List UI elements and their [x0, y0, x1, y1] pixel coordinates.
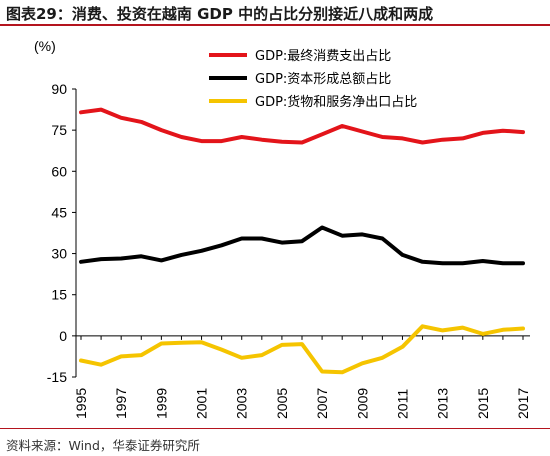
legend-label: GDP:资本形成总额占比 [255, 72, 391, 87]
x-tick-label: 2013 [435, 388, 451, 419]
x-tick-label: 1999 [153, 388, 169, 419]
y-tick-label: 15 [51, 287, 67, 303]
y-tick-label: 60 [51, 163, 67, 179]
x-tick-label: 1997 [113, 388, 129, 419]
y-tick-label: 0 [59, 328, 67, 344]
series-line [79, 324, 525, 375]
series-line [79, 225, 525, 266]
source-note: 资料来源：Wind，华泰证券研究所 [6, 438, 200, 453]
x-tick-label: 2011 [394, 389, 410, 419]
x-tick-label: 2005 [274, 388, 290, 419]
x-tick-label: 1995 [73, 388, 89, 419]
legend-label: GDP:最终消费支出占比 [255, 48, 391, 64]
legend-label: GDP:货物和服务净出口占比 [255, 94, 417, 110]
x-tick-label: 2009 [354, 388, 370, 419]
x-tick-label: 2015 [475, 388, 491, 419]
y-axis-label: (%) [34, 38, 56, 54]
line-chart: (%) 90 75 60 45 30 15 0 -15 1995 1997 1999 2001 2003 2… [34, 38, 531, 419]
y-tick-label: -15 [47, 369, 67, 385]
x-tick-label: 2003 [234, 388, 250, 419]
chart-figure-title: 图表29：消费、投资在越南 GDP 中的占比分别接近八成和两成 [6, 5, 434, 23]
title-bar: 图表29：消费、投资在越南 GDP 中的占比分别接近八成和两成 [0, 0, 550, 26]
y-tick-label: 90 [51, 81, 67, 97]
y-tick-label: 75 [51, 122, 67, 138]
series-line [79, 107, 525, 145]
x-tick-label: 2017 [515, 388, 531, 419]
x-tick-label: 2007 [314, 388, 330, 419]
source-bar: 资料来源：Wind，华泰证券研究所 [0, 428, 550, 456]
y-tick-label: 45 [51, 204, 67, 220]
y-tick-label: 30 [51, 246, 67, 262]
x-tick-label: 2001 [194, 388, 210, 419]
